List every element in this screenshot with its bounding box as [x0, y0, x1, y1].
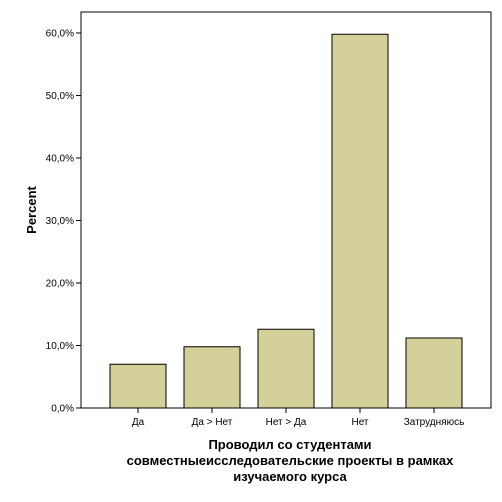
bar — [405, 337, 463, 409]
y-tick-label: 60,0% — [46, 29, 74, 40]
x-tick-label: Затрудняюсь — [404, 417, 465, 428]
y-tick-label: 50,0% — [46, 91, 74, 102]
bar — [331, 33, 389, 409]
y-tick-label: 20,0% — [46, 279, 74, 290]
x-axis-label-line-1: Проводил со студентами — [208, 437, 372, 452]
y-tick-label: 10,0% — [46, 341, 74, 352]
x-tick-label: Да > Нет — [192, 417, 233, 428]
bar — [183, 346, 241, 409]
x-axis-label: Проводил со студентами совместныеисследо… — [80, 437, 500, 485]
x-axis-label-line-3: изучаемого курса — [233, 469, 347, 484]
x-tick-label: Да — [132, 417, 145, 428]
y-axis: 0,0% 10,0% 20,0% 30,0% 40,0% 50,0% 60,0% — [46, 29, 81, 415]
y-axis-label: Percent — [24, 185, 39, 233]
y-tick-label: 0,0% — [51, 404, 74, 415]
bar — [109, 363, 167, 409]
bar — [257, 328, 315, 409]
x-axis-label-line-2: совместныеисследовательские проекты в ра… — [126, 453, 454, 468]
x-tick-label: Нет > Да — [266, 417, 307, 428]
x-tick-label: Нет — [351, 417, 368, 428]
x-axis: Да Да > Нет Нет > Да Нет Затрудняюсь — [132, 408, 464, 428]
y-tick-label: 30,0% — [46, 216, 74, 227]
y-tick-label: 40,0% — [46, 154, 74, 165]
bars — [109, 33, 463, 409]
